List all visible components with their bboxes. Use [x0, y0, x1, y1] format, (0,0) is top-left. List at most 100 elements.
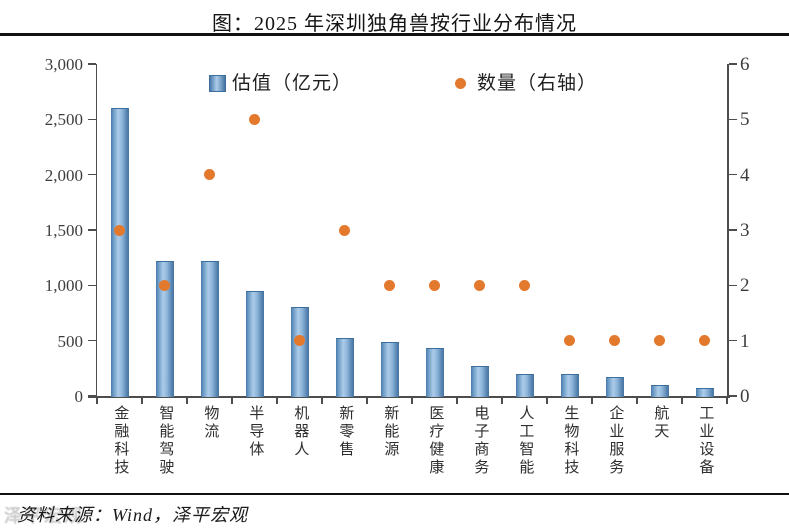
x-axis-tick	[321, 397, 323, 404]
category-label-text: 生物科技	[562, 405, 579, 477]
category-label-工业设备: 工业设备	[682, 405, 727, 493]
bar-金融科技	[110, 108, 129, 397]
bar-机器人	[290, 307, 309, 397]
left-axis-tick	[87, 229, 96, 231]
x-axis-tick	[456, 397, 458, 404]
bar-医疗健康	[425, 348, 444, 397]
x-axis-tick	[411, 397, 413, 404]
left-axis-tick-label: 1,500	[44, 221, 83, 240]
category-label-text: 机器人	[292, 405, 309, 459]
title-divider	[0, 33, 789, 36]
bar-series-legend-swatch-icon	[209, 75, 226, 92]
right-axis-tick	[728, 229, 737, 231]
left-axis-tick	[87, 395, 96, 397]
legend-label-valuation: 估值（亿元）	[232, 73, 353, 94]
dot-电子商务	[474, 279, 485, 291]
dot-金融科技	[114, 224, 125, 236]
bar-半导体	[245, 290, 264, 397]
category-label-人工智能: 人工智能	[502, 405, 547, 493]
bar-智能驾驶	[155, 260, 174, 397]
dot-人工智能	[519, 279, 530, 291]
chart-title: 图：2025 年深圳独角兽按行业分布情况	[212, 13, 577, 35]
category-label-金融科技: 金融科技	[97, 405, 142, 493]
legend-label-count: 数量（右轴）	[477, 73, 598, 94]
left-axis-line	[95, 64, 97, 396]
left-axis-tick	[87, 173, 96, 176]
category-label-物流: 物流	[187, 405, 232, 493]
left-axis-tick-label: 3,000	[44, 55, 83, 74]
category-label-text: 半导体	[247, 405, 264, 459]
category-label-航天: 航天	[637, 405, 682, 493]
left-axis-tick-label: 2,500	[44, 110, 83, 130]
category-label-text: 人工智能	[517, 405, 534, 477]
x-axis-tick	[366, 397, 368, 404]
x-axis-tick	[501, 397, 503, 404]
category-label-半导体: 半导体	[232, 405, 277, 493]
left-axis-tick-label: 2,000	[44, 165, 83, 185]
category-label-生物科技: 生物科技	[547, 405, 592, 493]
bar-电子商务	[470, 366, 489, 397]
dot-智能驾驶	[159, 279, 170, 291]
right-axis-tick-label: 2	[740, 275, 750, 297]
x-axis-tick	[231, 397, 233, 404]
right-axis-tick-label: 4	[740, 164, 750, 186]
dot-新能源	[384, 279, 395, 291]
bar-新能源	[380, 341, 399, 397]
category-label-医疗健康: 医疗健康	[412, 405, 457, 493]
bar-物流	[200, 260, 219, 397]
x-axis-tick	[681, 397, 683, 404]
right-axis-tick-label: 3	[740, 220, 750, 241]
dot-物流	[204, 169, 215, 181]
right-axis-tick-label: 0	[740, 386, 750, 407]
left-axis-tick-label: 1,000	[44, 276, 83, 296]
right-axis-tick-label: 6	[740, 54, 750, 75]
bar-企业服务	[605, 377, 624, 397]
bar-人工智能	[515, 374, 534, 397]
left-axis-tick	[87, 339, 96, 342]
bar-航天	[650, 385, 669, 397]
x-axis-line	[88, 396, 730, 398]
x-axis-tick	[141, 397, 143, 404]
x-axis-tick	[636, 397, 638, 404]
x-axis-tick	[96, 397, 98, 404]
left-axis-tick	[87, 63, 96, 65]
category-label-text: 企业服务	[607, 405, 624, 477]
left-axis-tick	[87, 118, 96, 121]
right-axis-line	[727, 64, 729, 396]
category-label-机器人: 机器人	[277, 405, 322, 493]
bar-生物科技	[560, 373, 579, 397]
scatter-series-legend-dot-icon	[455, 78, 466, 89]
category-label-text: 新能源	[382, 405, 399, 459]
left-axis-tick	[87, 284, 96, 287]
dot-航天	[654, 335, 665, 347]
right-axis-tick-label: 1	[740, 330, 750, 352]
brand-watermark: 泽平宏观	[4, 506, 84, 526]
x-axis-tick	[726, 397, 728, 404]
category-label-企业服务: 企业服务	[592, 405, 637, 493]
category-label-text: 金融科技	[112, 405, 129, 477]
category-label-text: 工业设备	[697, 405, 714, 477]
dot-医疗健康	[429, 279, 440, 291]
right-axis-tick	[728, 339, 737, 342]
dot-生物科技	[564, 335, 575, 347]
dot-机器人	[294, 335, 305, 347]
category-label-text: 物流	[202, 405, 219, 441]
left-axis-tick-label: 500	[57, 331, 84, 351]
dot-新零售	[339, 224, 350, 236]
right-axis-tick	[728, 284, 737, 287]
category-label-text: 航天	[652, 405, 669, 441]
dot-企业服务	[609, 335, 620, 347]
x-axis-tick	[276, 397, 278, 404]
category-label-text: 新零售	[337, 405, 354, 459]
source-note: 资料来源：Wind，泽平宏观	[17, 505, 249, 525]
x-axis-tick	[546, 397, 548, 404]
x-axis-tick	[186, 397, 188, 404]
right-axis-tick	[728, 395, 737, 397]
bar-工业设备	[695, 388, 714, 397]
x-axis-tick	[591, 397, 593, 404]
category-label-text: 电子商务	[472, 405, 489, 477]
right-axis-tick	[728, 173, 737, 176]
category-label-text: 医疗健康	[427, 405, 444, 477]
